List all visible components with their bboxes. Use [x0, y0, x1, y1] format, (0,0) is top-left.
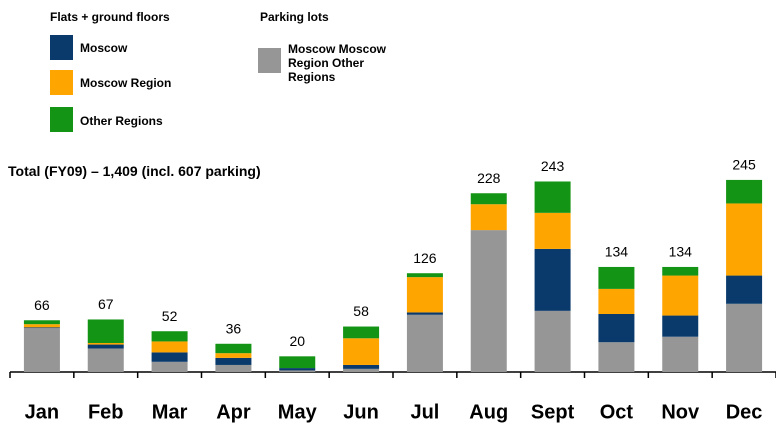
annotation: Total (FY09) – 1,409 (incl. 607 parking)	[8, 163, 261, 179]
bar-segment	[215, 364, 252, 372]
x-tick-label: Sept	[531, 401, 575, 423]
bar-segment	[534, 181, 571, 213]
bar-segment	[279, 368, 316, 371]
bar-segment	[87, 319, 124, 343]
bar-segment	[470, 204, 507, 231]
bar-segment	[534, 212, 571, 249]
total-label: 126	[413, 250, 437, 266]
bar-segment	[343, 368, 380, 372]
bar-segment	[662, 275, 699, 316]
x-tick-label: Jul	[410, 401, 439, 423]
total-label: 228	[477, 170, 501, 186]
total-label: 36	[226, 320, 242, 336]
bar-segment	[23, 327, 60, 329]
x-tick-label: Dec	[726, 401, 763, 423]
bar-segment	[534, 310, 571, 372]
total-label: 52	[162, 308, 178, 324]
x-tick-label: Aug	[469, 401, 508, 423]
bar-segment	[598, 288, 635, 314]
bar-segment	[151, 341, 188, 353]
total-label: 243	[541, 158, 565, 174]
bar-segment	[470, 193, 507, 205]
legend-swatch	[50, 35, 73, 60]
bar-segment	[87, 342, 124, 345]
total-label: 134	[605, 244, 629, 260]
bar-segment	[87, 344, 124, 349]
bar-segment	[726, 303, 763, 372]
x-tick-label: Feb	[88, 401, 124, 423]
total-label: 58	[353, 303, 369, 319]
legend-label: Moscow	[80, 41, 128, 55]
bar-segment	[215, 357, 252, 365]
bar-segment	[406, 277, 443, 313]
bar-segment	[726, 179, 763, 204]
x-tick-label: Mar	[152, 401, 188, 423]
bar-segment	[279, 370, 316, 372]
bar-segment	[23, 324, 60, 328]
legend-label: Moscow Moscow Region Other Regions	[288, 42, 387, 84]
bar-segment	[470, 230, 507, 372]
total-label: 134	[669, 244, 693, 260]
bar-segment	[726, 203, 763, 276]
total-label: 20	[289, 333, 305, 349]
bar-segment	[598, 342, 635, 372]
bar-segment	[215, 343, 252, 354]
bar-segment	[343, 338, 380, 365]
legend-group: Flats + ground floors	[50, 10, 170, 24]
bar-segment	[598, 266, 635, 289]
bar-segment	[534, 248, 571, 311]
bar-segment	[406, 312, 443, 315]
bar-segment	[343, 364, 380, 369]
bar-segment	[23, 328, 60, 372]
bar-segment	[662, 266, 699, 276]
bar-segment	[151, 331, 188, 342]
bar-segment	[151, 352, 188, 362]
bar-segment	[343, 326, 380, 339]
bar-segment	[598, 313, 635, 343]
x-tick-label: Apr	[216, 401, 251, 423]
bar-segment	[23, 320, 60, 325]
bar-segment	[215, 353, 252, 358]
bar-segment	[406, 273, 443, 278]
bar-segment	[662, 336, 699, 372]
x-tick-label: Jan	[25, 401, 59, 423]
legend-swatch	[50, 107, 73, 132]
bar-segment	[87, 348, 124, 372]
total-label: 66	[34, 297, 50, 313]
legend-label: Moscow Region	[80, 76, 172, 90]
bar-segment	[406, 314, 443, 372]
total-label: 245	[732, 157, 756, 173]
x-tick-label: Oct	[600, 401, 634, 423]
legend-swatch	[258, 48, 281, 73]
legend-label: Other Regions	[80, 114, 163, 128]
bar-segment	[151, 361, 188, 372]
x-tick-label: Nov	[661, 401, 700, 423]
x-tick-label: Jun	[343, 401, 379, 423]
bar-segment	[726, 275, 763, 304]
bar-segment	[279, 356, 316, 369]
legend-swatch	[50, 70, 73, 95]
bar-segment	[662, 315, 699, 337]
legend-group: Parking lots	[260, 10, 329, 24]
total-label: 67	[98, 296, 114, 312]
x-tick-label: May	[278, 401, 318, 423]
